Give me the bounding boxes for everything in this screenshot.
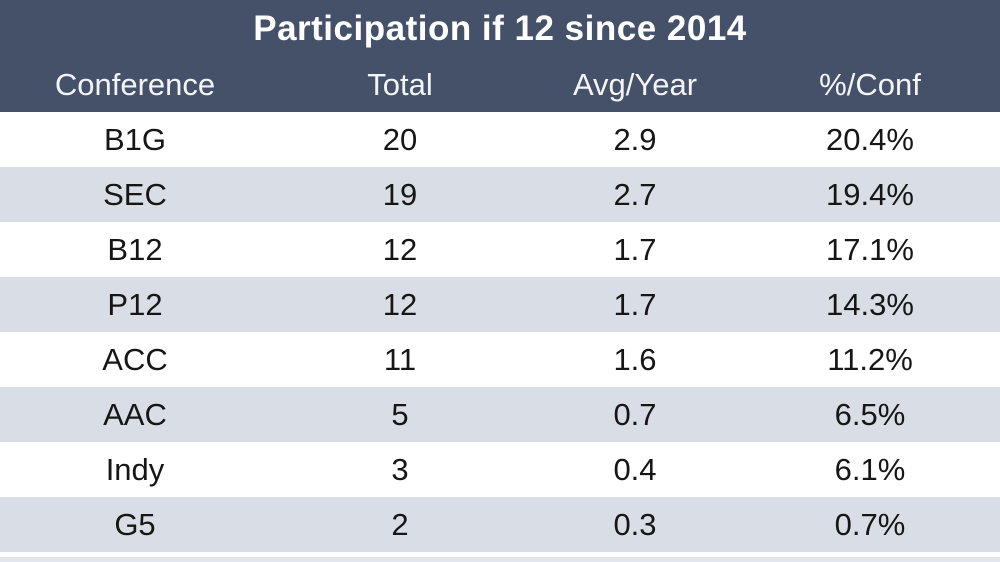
cell-total: 20 xyxy=(382,121,418,157)
cell-conference: G5 xyxy=(114,506,156,542)
cell-avg-year: 1.7 xyxy=(613,286,657,322)
table-title: Participation if 12 since 2014 xyxy=(253,9,747,48)
cell-pct-conf: 19.4% xyxy=(826,176,914,212)
cell-total: 12 xyxy=(382,286,418,322)
table-header-block: Participation if 12 since 2014 Conferenc… xyxy=(0,0,1000,112)
table-row: G5 2 0.3 0.7% xyxy=(0,497,1000,552)
column-header-conference: Conference xyxy=(54,67,216,102)
cell-conference: SEC xyxy=(103,176,167,212)
cell-avg-year: 0.7 xyxy=(613,396,657,432)
table-body: B1G 20 2.9 20.4% SEC 19 2.7 19.4% B12 12… xyxy=(0,112,1000,552)
table-row: Indy 3 0.4 6.1% xyxy=(0,442,1000,497)
cell-avg-year: 1.6 xyxy=(613,341,657,377)
column-header-pct-conf: %/Conf xyxy=(819,67,921,102)
bottom-strip xyxy=(0,557,1000,562)
cell-conference: ACC xyxy=(102,341,168,377)
cell-pct-conf: 20.4% xyxy=(826,121,914,157)
cell-total: 11 xyxy=(383,341,417,377)
cell-conference: B12 xyxy=(107,231,163,267)
cell-conference: AAC xyxy=(103,396,167,432)
cell-total: 12 xyxy=(382,231,418,267)
table-row: B12 12 1.7 17.1% xyxy=(0,222,1000,277)
cell-conference: Indy xyxy=(105,451,165,487)
table-row: ACC 11 1.6 11.2% xyxy=(0,332,1000,387)
column-header-total: Total xyxy=(367,67,433,102)
table-row: P12 12 1.7 14.3% xyxy=(0,277,1000,332)
column-header-row: Conference Total Avg/Year %/Conf xyxy=(0,58,1000,112)
cell-pct-conf: 11.2% xyxy=(827,341,913,377)
cell-avg-year: 1.7 xyxy=(613,231,657,267)
cell-pct-conf: 6.5% xyxy=(834,396,906,432)
cell-pct-conf: 0.7% xyxy=(834,506,906,542)
table-row: B1G 20 2.9 20.4% xyxy=(0,112,1000,167)
cell-conference: B1G xyxy=(103,121,167,157)
table-row: AAC 5 0.7 6.5% xyxy=(0,387,1000,442)
cell-pct-conf: 6.1% xyxy=(834,451,906,487)
cell-total: 2 xyxy=(391,506,409,542)
cell-avg-year: 2.7 xyxy=(613,176,657,212)
cell-total: 19 xyxy=(382,176,418,212)
cell-avg-year: 2.9 xyxy=(613,121,657,157)
cell-total: 3 xyxy=(391,451,409,487)
table-row: SEC 19 2.7 19.4% xyxy=(0,167,1000,222)
cell-pct-conf: 17.1% xyxy=(826,231,914,267)
bottom-gap xyxy=(0,552,1000,557)
cell-total: 5 xyxy=(391,396,409,432)
cell-avg-year: 0.3 xyxy=(613,506,657,542)
cell-avg-year: 0.4 xyxy=(613,451,657,487)
cell-pct-conf: 14.3% xyxy=(826,286,914,322)
column-header-avg-year: Avg/Year xyxy=(572,67,698,102)
cell-conference: P12 xyxy=(107,286,163,322)
